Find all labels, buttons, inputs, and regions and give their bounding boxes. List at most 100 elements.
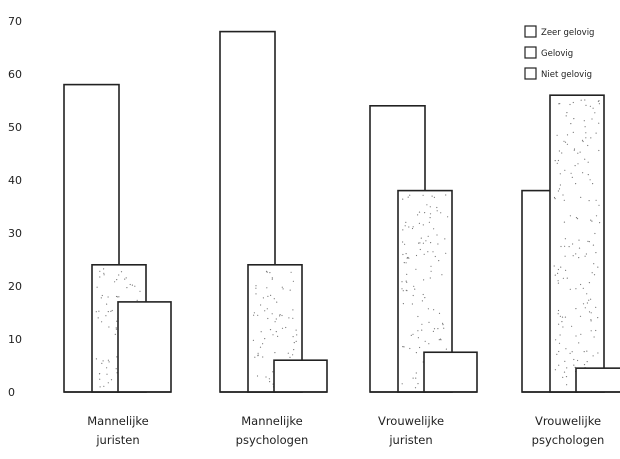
stipple-dot: [267, 295, 269, 297]
stipple-dot: [279, 315, 281, 317]
stipple-dot: [558, 188, 561, 190]
stipple-dot: [559, 184, 562, 186]
stipple-dot: [559, 173, 561, 175]
stipple-dot: [114, 333, 116, 335]
stipple-dot: [584, 307, 586, 309]
stipple-dot: [563, 199, 565, 201]
stipple-dot: [563, 371, 566, 373]
stipple-dot: [582, 172, 584, 174]
stipple-dot: [573, 118, 575, 120]
stipple-dot: [296, 334, 298, 336]
stipple-dot: [255, 293, 257, 295]
stipple-dot: [562, 326, 564, 328]
stipple-dot: [582, 303, 585, 305]
stipple-dot: [590, 319, 592, 321]
stipple-dot: [557, 313, 559, 315]
stipple-dot: [592, 244, 595, 246]
stipple-dot: [405, 262, 407, 264]
stipple-dot: [582, 287, 584, 289]
stipple-dot: [106, 303, 108, 305]
stipple-dot: [576, 218, 579, 220]
stipple-dot: [406, 281, 408, 283]
stipple-dot: [564, 238, 567, 240]
stipple-dot: [264, 310, 266, 312]
stipple-dot: [289, 356, 291, 358]
stipple-dot: [407, 196, 409, 198]
stipple-dot: [269, 272, 271, 274]
stipple-dot: [110, 379, 113, 381]
stipple-dot: [585, 253, 588, 255]
stipple-dot: [424, 340, 426, 342]
stipple-dot: [554, 160, 556, 162]
stipple-dot: [595, 215, 598, 217]
stipple-dot: [412, 333, 414, 335]
stipple-dot: [579, 151, 581, 153]
stipple-dot: [281, 314, 283, 317]
stipple-dot: [274, 352, 276, 354]
stipple-dot: [582, 140, 584, 143]
stipple-dot: [587, 174, 589, 176]
stipple-dot: [405, 221, 407, 223]
stipple-dot: [564, 169, 566, 171]
stipple-dot: [564, 255, 566, 257]
stipple-dot: [588, 299, 590, 301]
bar-niet-gelovig: [117, 301, 172, 393]
stipple-dot: [425, 240, 427, 242]
stipple-dot: [401, 281, 403, 283]
stipple-dot: [594, 232, 596, 235]
stipple-dot: [271, 313, 273, 315]
stipple-dot: [114, 281, 116, 283]
stipple-dot: [586, 302, 589, 304]
stipple-dot: [277, 335, 279, 337]
x-category-label: Vrouwelijke: [535, 414, 601, 428]
stipple-dot: [136, 299, 138, 301]
stipple-dot: [98, 310, 100, 312]
legend-entry-label: Gelovig: [541, 49, 573, 59]
stipple-dot: [95, 358, 97, 360]
stipple-dot: [410, 334, 412, 336]
stipple-dot: [578, 257, 580, 259]
stipple-dot: [562, 194, 564, 196]
stipple-dot: [581, 139, 584, 141]
stipple-dot: [597, 266, 599, 268]
stipple-dot: [559, 315, 562, 317]
x-category-label: juristen: [388, 433, 432, 447]
stipple-dot: [436, 234, 438, 236]
stipple-dot: [432, 330, 434, 332]
stipple-dot: [575, 253, 577, 255]
stipple-dot: [436, 206, 438, 209]
stipple-dot: [564, 141, 567, 143]
stipple-dot: [573, 364, 575, 366]
stipple-dot: [103, 272, 105, 274]
bars-layer: [63, 30, 620, 393]
stipple-dot: [412, 226, 414, 228]
stipple-dot: [415, 377, 417, 379]
stipple-dot: [570, 123, 572, 125]
stipple-dot: [415, 254, 418, 257]
stipple-dot: [441, 274, 443, 276]
stipple-dot: [419, 248, 421, 251]
stipple-dot: [424, 297, 426, 299]
stipple-dot: [117, 296, 119, 298]
stipple-dot: [578, 247, 581, 249]
stipple-dot: [267, 317, 269, 320]
stipple-dot: [591, 272, 593, 274]
stipple-dot: [445, 252, 447, 254]
stipple-dot: [590, 219, 592, 221]
stipple-dot: [405, 289, 407, 291]
stipple-dot: [558, 150, 561, 152]
stipple-dot: [593, 263, 595, 265]
stipple-dot: [589, 105, 592, 107]
stipple-dot: [431, 195, 433, 197]
stipple-dot: [443, 327, 445, 329]
stipple-dot: [562, 376, 564, 378]
legend-entry-label: Niet gelovig: [541, 70, 592, 80]
stipple-dot: [587, 240, 589, 242]
stipple-dot: [577, 359, 579, 362]
stipple-dot: [422, 293, 424, 296]
stipple-dot: [556, 353, 558, 355]
stipple-dot: [585, 104, 587, 106]
stipple-dot: [583, 351, 585, 353]
stipple-dot: [438, 339, 440, 341]
y-tick-label: 0: [8, 386, 15, 399]
